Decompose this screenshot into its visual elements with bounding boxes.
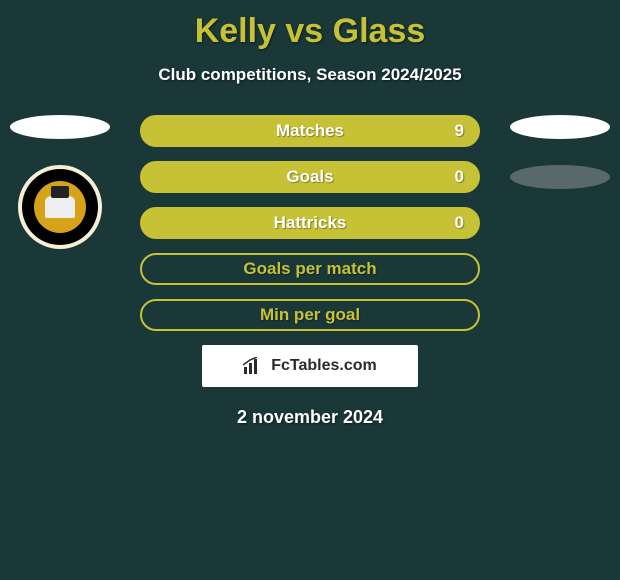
- right-player-column: [500, 115, 620, 215]
- stat-value: 0: [455, 213, 464, 233]
- stat-label: Goals: [286, 167, 333, 187]
- subtitle: Club competitions, Season 2024/2025: [0, 65, 620, 85]
- left-player-column: [0, 115, 120, 249]
- stat-value: 0: [455, 167, 464, 187]
- comparison-content: Matches 9 Goals 0 Hattricks 0 Goals per …: [0, 115, 620, 428]
- stats-rows: Matches 9 Goals 0 Hattricks 0 Goals per …: [140, 115, 480, 331]
- right-ellipse-shape-2: [510, 165, 610, 189]
- stat-row-goals-per-match: Goals per match: [140, 253, 480, 285]
- badge-inner: [34, 181, 86, 233]
- site-attribution: FcTables.com: [202, 345, 418, 387]
- site-text: FcTables.com: [271, 357, 377, 375]
- date-text: 2 november 2024: [0, 407, 620, 428]
- stat-row-matches: Matches 9: [140, 115, 480, 147]
- bar-chart-icon: [243, 357, 265, 375]
- right-ellipse-shape-1: [510, 115, 610, 139]
- stat-row-hattricks: Hattricks 0: [140, 207, 480, 239]
- stat-label: Matches: [276, 121, 344, 141]
- stat-row-min-per-goal: Min per goal: [140, 299, 480, 331]
- stat-label: Min per goal: [260, 305, 360, 325]
- stat-row-goals: Goals 0: [140, 161, 480, 193]
- left-ellipse-shape: [10, 115, 110, 139]
- elephant-icon: [45, 196, 75, 218]
- page-title: Kelly vs Glass: [0, 0, 620, 51]
- stat-label: Hattricks: [274, 213, 347, 233]
- stat-value: 9: [455, 121, 464, 141]
- stat-label: Goals per match: [243, 259, 376, 279]
- club-badge-left: [18, 165, 102, 249]
